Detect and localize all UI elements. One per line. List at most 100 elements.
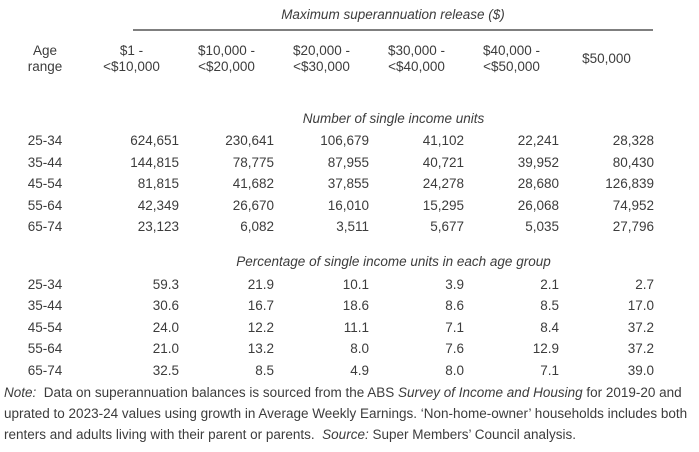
value-cell: 230,641 — [225, 133, 274, 149]
value-cell: 17.0 — [627, 298, 654, 314]
value-cell: 7.6 — [445, 341, 464, 357]
spacer-row — [6, 78, 654, 106]
age-range-cell: 55-64 — [27, 197, 63, 213]
value-cell: 37.2 — [627, 341, 654, 357]
footnote-segment: Data on superannuation balances is sourc… — [36, 385, 398, 400]
footnote-italic-segment: Note: — [4, 385, 37, 400]
table-row: 45-54 81,815 41,682 37,855 24,278 28,680 126,8… — [6, 173, 654, 195]
age-range-cell: 35-44 — [27, 154, 63, 170]
section-title-row: Percentage of single income units in eac… — [6, 250, 654, 274]
value-cell: 39,952 — [517, 154, 559, 170]
value-cell: 81,815 — [137, 176, 179, 192]
value-cell: 7.1 — [540, 362, 559, 378]
value-cell: 37,855 — [327, 176, 369, 192]
value-cell: 13.2 — [247, 341, 274, 357]
value-cell: 5,677 — [430, 219, 464, 235]
table-row: 65-74 32.5 8.5 4.9 8.0 7.1 39.0 — [6, 360, 654, 382]
value-cell: 144,815 — [130, 154, 179, 170]
footnote: Note: Data on superannuation balances is… — [4, 382, 697, 445]
column-header-5-line2: <$50,000 — [483, 59, 540, 74]
value-cell: 78,775 — [232, 154, 274, 170]
column-header-6-line1: $50,000 — [582, 51, 631, 66]
value-cell: 37.2 — [627, 319, 654, 335]
column-header-1-line2: <$10,000 — [103, 59, 160, 74]
spacer-row — [6, 238, 654, 250]
age-range-cell: 55-64 — [27, 341, 63, 357]
value-cell: 10.1 — [342, 276, 369, 292]
value-cell: 26,670 — [232, 197, 274, 213]
section-title-row: Number of single income units — [6, 106, 654, 130]
column-header-2-line2: <$20,000 — [198, 59, 255, 74]
age-range-cell: 65-74 — [27, 362, 63, 378]
age-range-cell: 45-54 — [27, 176, 63, 192]
value-cell: 21.0 — [152, 341, 179, 357]
value-cell: 16,010 — [327, 197, 369, 213]
value-cell: 42,349 — [137, 197, 179, 213]
value-cell: 26,068 — [517, 197, 559, 213]
age-range-cell: 65-74 — [27, 219, 63, 235]
table-row: 25-34 624,651 230,641 106,679 41,102 22,241 28… — [6, 130, 654, 152]
value-cell: 23,123 — [137, 219, 179, 235]
column-header-1-line1: $1 - — [119, 43, 144, 58]
value-cell: 8.0 — [445, 362, 464, 378]
table-row: 55-64 21.0 13.2 8.0 7.6 12.9 37.2 — [6, 338, 654, 360]
table-row: 65-74 23,123 6,082 3,511 5,677 5,035 27,796 — [6, 216, 654, 238]
table-row: 45-54 24.0 12.2 11.1 7.1 8.4 37.2 — [6, 317, 654, 339]
value-cell: 21.9 — [247, 276, 274, 292]
value-cell: 27,796 — [612, 219, 654, 235]
value-cell: 6,082 — [240, 219, 274, 235]
value-cell: 41,682 — [232, 176, 274, 192]
value-cell: 87,955 — [327, 154, 369, 170]
value-cell: 74,952 — [612, 197, 654, 213]
value-cell: 11.1 — [343, 319, 369, 335]
age-range-header-line2: range — [27, 59, 63, 74]
table-row: 35-44 30.6 16.7 18.6 8.6 8.5 17.0 — [6, 295, 654, 317]
table-row: 55-64 42,349 26,670 16,010 15,295 26,068 74,95… — [6, 195, 654, 217]
value-cell: 5,035 — [525, 219, 559, 235]
age-range-cell: 35-44 — [27, 298, 63, 314]
value-cell: 16.7 — [247, 298, 274, 314]
table-row: 25-34 59.3 21.9 10.1 3.9 2.1 2.7 — [6, 274, 654, 296]
column-header-5: $40,000 - <$50,000 — [464, 40, 559, 78]
value-cell: 30.6 — [152, 298, 179, 314]
value-cell: 40,721 — [422, 154, 464, 170]
column-header-6: $50,000 — [559, 40, 654, 78]
value-cell: 624,651 — [130, 133, 179, 149]
value-cell: 22,241 — [517, 133, 559, 149]
section-title: Percentage of single income units in eac… — [236, 254, 551, 269]
table-header-row: Age range $1 - <$10,000 $10,000 - <$20,000 $20… — [6, 40, 654, 78]
value-cell: 2.1 — [540, 276, 559, 292]
value-cell: 3,511 — [336, 219, 369, 235]
column-header-2: $10,000 - <$20,000 — [179, 40, 274, 78]
value-cell: 15,295 — [422, 197, 464, 213]
table-row: 35-44 144,815 78,775 87,955 40,721 39,952 80,4… — [6, 152, 654, 174]
value-cell: 2.7 — [635, 276, 654, 292]
value-cell: 24.0 — [152, 319, 179, 335]
column-header-4: $30,000 - <$40,000 — [369, 40, 464, 78]
column-header-3-line2: <$30,000 — [293, 59, 350, 74]
age-range-cell: 45-54 — [27, 319, 63, 335]
column-header-2-line1: $10,000 - — [197, 43, 256, 58]
value-cell: 3.9 — [445, 276, 464, 292]
value-cell: 8.5 — [540, 298, 559, 314]
superannuation-table: Age range $1 - <$10,000 $10,000 - <$20,000 $20… — [6, 40, 654, 381]
value-cell: 7.1 — [445, 319, 464, 335]
footnote-segment: Super Members’ Council analysis. — [368, 427, 577, 442]
value-cell: 8.6 — [445, 298, 464, 314]
age-range-header-line1: Age — [32, 43, 58, 58]
footnote-segment: for 2019-20 and uprated to 2023-24 value… — [4, 385, 688, 442]
column-header-5-line1: $40,000 - — [482, 43, 541, 58]
spacer-cell — [6, 78, 654, 106]
column-header-4-line2: <$40,000 — [388, 59, 445, 74]
value-cell: 8.5 — [255, 362, 274, 378]
spacer-cell — [6, 238, 654, 250]
value-cell: 80,430 — [612, 154, 654, 170]
value-cell: 8.0 — [350, 341, 369, 357]
table-title: Maximum superannuation release ($) — [281, 7, 505, 22]
value-cell: 126,839 — [605, 176, 654, 192]
value-cell: 32.5 — [152, 362, 179, 378]
value-cell: 18.6 — [342, 298, 369, 314]
value-cell: 4.9 — [350, 362, 369, 378]
value-cell: 28,680 — [517, 176, 559, 192]
footnote-italic-segment: Survey of Income and Housing — [398, 385, 583, 400]
